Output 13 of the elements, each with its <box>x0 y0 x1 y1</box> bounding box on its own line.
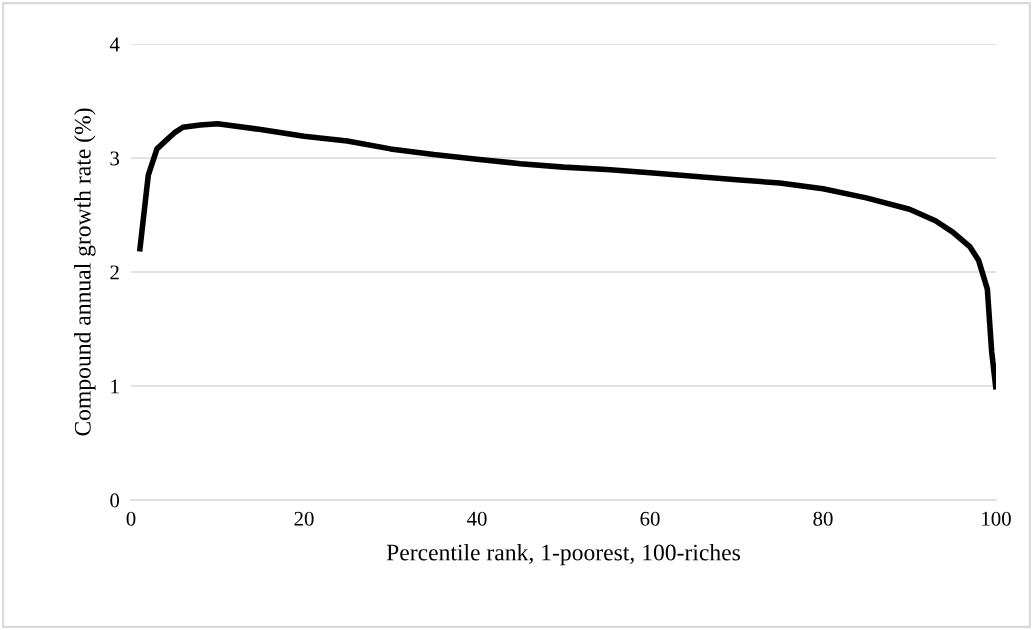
y-axis-title: Compound annual growth rate (%) <box>74 108 96 436</box>
x-tick-label: 20 <box>294 511 314 526</box>
x-tick-label: 40 <box>466 511 487 526</box>
x-tick-label: 0 <box>126 511 136 526</box>
y-tick-label: 2 <box>110 265 119 280</box>
x-tick-label: 60 <box>640 511 660 526</box>
y-tick-label: 4 <box>109 37 120 52</box>
x-tick-label: 80 <box>813 511 833 526</box>
y-tick-label: 0 <box>110 493 120 508</box>
y-tick-label: 3 <box>110 151 120 166</box>
x-tick-label: 100 <box>982 511 1011 526</box>
y-tick-label: 1 <box>111 379 119 394</box>
x-axis-title: Percentile rank, 1-poorest, 100-riches <box>386 543 740 566</box>
